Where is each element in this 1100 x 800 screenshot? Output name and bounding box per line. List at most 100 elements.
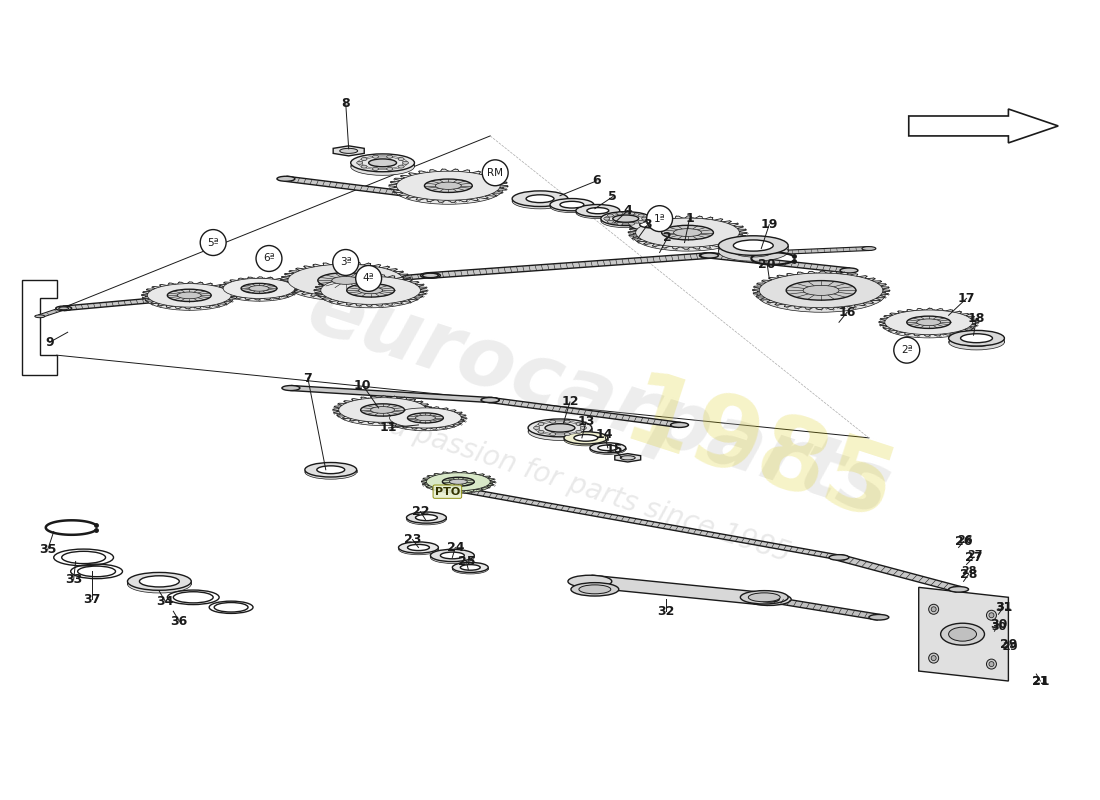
Ellipse shape (339, 398, 427, 422)
Ellipse shape (535, 421, 585, 435)
Polygon shape (39, 307, 65, 318)
Circle shape (932, 656, 936, 661)
Polygon shape (918, 587, 1009, 681)
Ellipse shape (317, 466, 344, 474)
Ellipse shape (407, 514, 447, 525)
Ellipse shape (398, 158, 404, 161)
Text: 6: 6 (593, 174, 601, 187)
Ellipse shape (803, 286, 839, 295)
Text: 17: 17 (958, 292, 976, 305)
Ellipse shape (425, 179, 472, 193)
Ellipse shape (373, 167, 378, 170)
Ellipse shape (416, 415, 436, 421)
Ellipse shape (387, 167, 393, 170)
Ellipse shape (576, 205, 619, 217)
Polygon shape (836, 554, 961, 592)
Ellipse shape (396, 171, 500, 200)
Text: 1: 1 (685, 212, 694, 225)
Ellipse shape (388, 410, 463, 430)
Ellipse shape (167, 290, 211, 302)
Ellipse shape (830, 555, 847, 560)
Circle shape (256, 246, 282, 271)
Polygon shape (879, 308, 979, 336)
Polygon shape (768, 597, 880, 620)
Ellipse shape (617, 212, 623, 215)
Polygon shape (628, 216, 747, 250)
Ellipse shape (481, 398, 499, 402)
Circle shape (482, 160, 508, 186)
Ellipse shape (285, 267, 406, 301)
Circle shape (200, 230, 227, 255)
Text: 1ª: 1ª (653, 214, 666, 224)
Ellipse shape (564, 420, 570, 423)
Ellipse shape (337, 400, 429, 426)
Ellipse shape (671, 422, 689, 427)
Ellipse shape (636, 218, 739, 247)
Polygon shape (615, 454, 640, 462)
Polygon shape (280, 262, 411, 298)
Ellipse shape (740, 590, 789, 604)
Ellipse shape (916, 319, 940, 326)
Text: 15: 15 (606, 443, 624, 456)
Ellipse shape (442, 478, 474, 486)
Ellipse shape (356, 162, 363, 164)
Ellipse shape (528, 419, 592, 437)
Text: eurocarparts: eurocarparts (298, 268, 901, 532)
Ellipse shape (221, 280, 297, 301)
Ellipse shape (862, 246, 876, 250)
Ellipse shape (574, 434, 597, 442)
Ellipse shape (571, 582, 619, 596)
Ellipse shape (368, 159, 396, 166)
Ellipse shape (358, 156, 407, 170)
Ellipse shape (587, 207, 608, 214)
Polygon shape (490, 398, 681, 427)
Ellipse shape (305, 465, 356, 479)
Ellipse shape (786, 281, 856, 300)
Ellipse shape (318, 278, 422, 308)
Ellipse shape (416, 516, 438, 522)
Ellipse shape (351, 158, 415, 175)
Ellipse shape (288, 264, 404, 297)
Text: 19: 19 (760, 218, 778, 231)
Ellipse shape (613, 215, 639, 222)
Ellipse shape (597, 445, 618, 450)
Ellipse shape (840, 268, 858, 273)
Ellipse shape (407, 546, 429, 552)
Text: 23: 23 (404, 533, 421, 546)
Ellipse shape (550, 433, 556, 436)
Circle shape (928, 653, 938, 663)
Text: RM: RM (487, 168, 503, 178)
Text: 5ª: 5ª (208, 238, 219, 247)
Polygon shape (385, 406, 466, 430)
Ellipse shape (617, 222, 623, 225)
Ellipse shape (620, 456, 635, 460)
Ellipse shape (361, 158, 367, 161)
Circle shape (647, 206, 672, 231)
Text: 26: 26 (957, 534, 972, 545)
Ellipse shape (948, 334, 1004, 350)
Polygon shape (430, 253, 711, 278)
Text: 14: 14 (596, 428, 614, 442)
Polygon shape (909, 109, 1058, 143)
Ellipse shape (460, 566, 481, 572)
Ellipse shape (421, 194, 439, 199)
Polygon shape (710, 246, 869, 258)
Ellipse shape (960, 334, 992, 342)
Ellipse shape (450, 479, 468, 484)
Text: 3ª: 3ª (340, 258, 352, 267)
Ellipse shape (249, 286, 270, 291)
Ellipse shape (436, 182, 461, 190)
Polygon shape (752, 271, 890, 310)
Text: 24: 24 (447, 541, 464, 554)
Ellipse shape (607, 214, 614, 217)
Ellipse shape (906, 316, 950, 329)
Ellipse shape (882, 312, 975, 338)
Ellipse shape (398, 542, 439, 553)
Text: 32: 32 (657, 605, 674, 618)
Ellipse shape (128, 573, 191, 590)
Ellipse shape (361, 404, 405, 416)
Ellipse shape (597, 446, 618, 452)
Ellipse shape (362, 157, 404, 169)
Ellipse shape (673, 229, 702, 237)
Text: 27: 27 (967, 550, 982, 561)
